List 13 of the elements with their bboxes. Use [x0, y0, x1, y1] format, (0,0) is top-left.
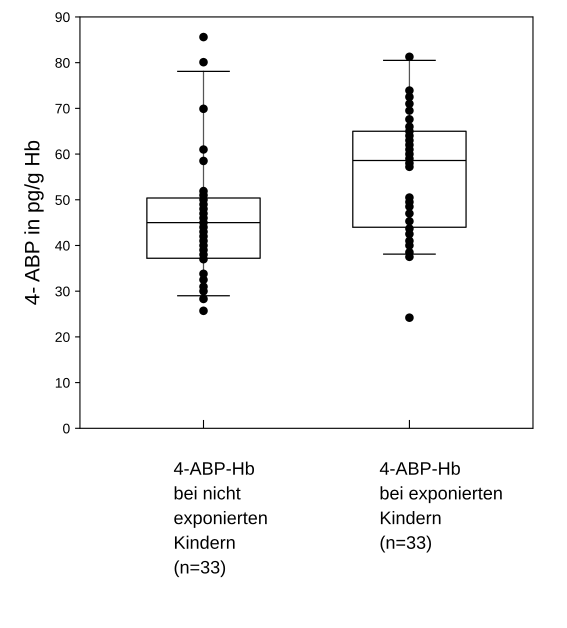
y-tick-label: 30	[55, 286, 70, 296]
y-tick-label: 50	[55, 195, 70, 205]
y-axis-title: 4- ABP in pg/g Hb	[24, 140, 44, 305]
y-tick-label: 60	[55, 149, 70, 160]
y-tick-label: 10	[56, 378, 70, 388]
y-tick-label: 40	[55, 240, 70, 251]
x-tick-label: 4-ABP-Hb bei nicht exponierten Kindern (n=33)	[174, 462, 267, 578]
y-tick-label: 70	[55, 104, 70, 114]
y-tick-label: 20	[55, 332, 70, 342]
y-tick-label: 80	[55, 58, 70, 68]
y-tick-label: 0	[63, 424, 70, 434]
x-tick-label: 4-ABP-Hb bei exponierten Kindern (n=33)	[380, 462, 502, 552]
y-tick-label: 90	[55, 12, 70, 22]
